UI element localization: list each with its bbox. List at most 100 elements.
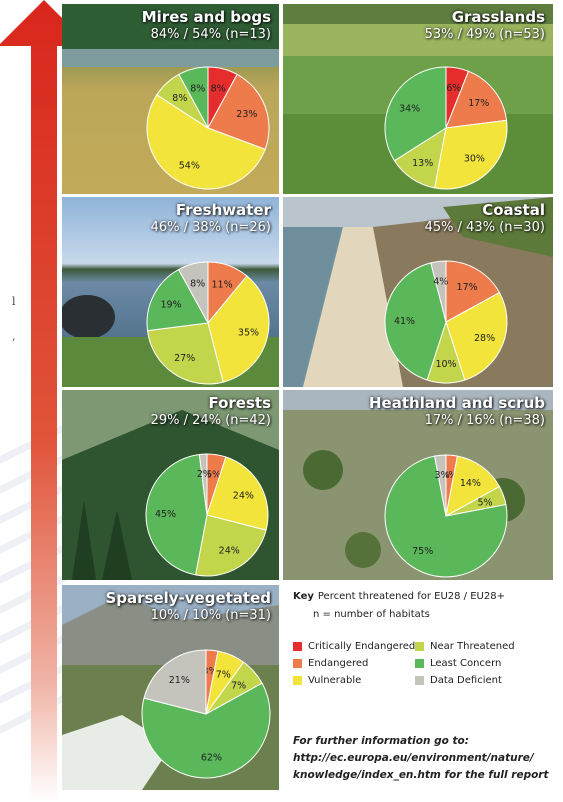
further-info-link[interactable]: http://ec.europa.eu/environment/nature/ bbox=[293, 752, 534, 764]
threat-gradient-arrow bbox=[0, 0, 90, 802]
pie-slice bbox=[146, 322, 224, 385]
legend-label: Least Concern bbox=[430, 658, 502, 669]
pie-slice bbox=[145, 453, 208, 576]
pie-chart-forests: 5% 24% 24% 45% 2% bbox=[145, 453, 269, 577]
pie-data-label: 30% bbox=[464, 154, 485, 165]
legend-swatch bbox=[415, 659, 424, 668]
panel-title: Coastal bbox=[482, 201, 545, 219]
further-info: For further information go to: http://ec… bbox=[293, 733, 553, 784]
pie-slice bbox=[206, 456, 269, 531]
pie-slice bbox=[143, 649, 207, 715]
legend-item: Critically Endangered bbox=[293, 641, 415, 652]
pie-data-label: 2% bbox=[197, 469, 212, 480]
pie-slice bbox=[146, 268, 209, 332]
legend-item: Near Threatened bbox=[415, 641, 515, 652]
legend-swatch bbox=[293, 676, 302, 685]
pie-data-label: 34% bbox=[399, 104, 420, 115]
legend-item: Endangered bbox=[293, 658, 368, 669]
pie-data-label: 45% bbox=[155, 509, 176, 520]
pie-data-label: 8% bbox=[211, 83, 226, 94]
pie-data-label: 75% bbox=[412, 546, 433, 557]
legend-title: Key bbox=[293, 591, 314, 602]
pie-data-label: 35% bbox=[238, 328, 259, 339]
pie-data-label: 13% bbox=[412, 158, 433, 169]
panel-title: Mires and bogs bbox=[141, 8, 271, 26]
pie-slice bbox=[198, 453, 208, 516]
pie-data-label: 3% bbox=[442, 470, 457, 481]
side-text-2: , bbox=[12, 330, 16, 343]
further-info-line: For further information go to: bbox=[293, 735, 469, 747]
pie-slice bbox=[207, 73, 270, 151]
legend-description: Percent threatened for EU28 / EU28+ bbox=[317, 591, 505, 602]
legend-item: Data Deficient bbox=[415, 675, 502, 686]
pie-slice bbox=[178, 66, 209, 129]
pie-data-label: 5% bbox=[477, 497, 492, 508]
pie-chart-grasslands: 6% 17% 30% 13% 34% bbox=[384, 66, 508, 190]
pie-data-label: 10% bbox=[435, 359, 456, 370]
pie-slice bbox=[384, 455, 508, 578]
pie-data-label: 17% bbox=[457, 282, 478, 293]
pie-slice bbox=[445, 455, 501, 517]
further-info-line: knowledge/index_en.htm for the full repo… bbox=[293, 769, 549, 781]
legend-item: Least Concern bbox=[415, 658, 501, 669]
pie-chart-mires: 8%23%54%8%8% bbox=[146, 66, 270, 190]
legend-item: Vulnerable bbox=[293, 675, 361, 686]
panel-stat: 45% / 43% (n=30) bbox=[424, 220, 545, 235]
pie-data-label: 17% bbox=[468, 98, 489, 109]
pie-slice bbox=[194, 514, 267, 577]
panel-sparsely-vegetated: Sparsely-vegetated 10% / 10% (n=31) 3% 7%… bbox=[62, 585, 279, 790]
pie-slice bbox=[177, 261, 209, 324]
panel-title: Forests bbox=[208, 394, 271, 412]
pie-data-label: 8% bbox=[172, 93, 187, 104]
legend-label: Critically Endangered bbox=[308, 641, 416, 652]
panel-coastal: Coastal 45% / 43% (n=30) 17% 28% 10% 41% 4% bbox=[283, 197, 553, 387]
pie-slice bbox=[430, 260, 447, 323]
pie-data-label: 14% bbox=[460, 478, 481, 489]
panel-freshwater: Freshwater 46% / 38% (n=26) 11% 35% 27% 19%… bbox=[62, 197, 279, 387]
pie-data-label: 4% bbox=[433, 276, 448, 287]
legend-label: Near Threatened bbox=[430, 641, 515, 652]
pie-slice bbox=[433, 454, 447, 517]
side-text-1: l bbox=[12, 295, 16, 308]
panel-stat: 46% / 38% (n=26) bbox=[150, 220, 271, 235]
pie-slice bbox=[207, 275, 270, 383]
panel-grasslands: Grasslands 53% / 49% (n=53) 6% 17% 30% 13% 3… bbox=[283, 4, 553, 194]
panel-title: Sparsely-vegetated bbox=[105, 589, 271, 607]
pie-data-label: 21% bbox=[169, 675, 190, 686]
panel-stat: 10% / 10% (n=31) bbox=[150, 608, 271, 623]
pie-data-label: 6% bbox=[446, 83, 461, 94]
pie-slice bbox=[445, 291, 508, 381]
panel-title: Freshwater bbox=[175, 201, 271, 219]
panel-stat: 29% / 24% (n=42) bbox=[150, 413, 271, 428]
pie-chart-sparsely-vegetated: 3%7%7%62%21% bbox=[141, 649, 271, 779]
legend-swatch bbox=[293, 659, 302, 668]
panel-stat: 53% / 49% (n=53) bbox=[424, 27, 545, 42]
legend-label: Vulnerable bbox=[308, 675, 362, 686]
pie-slice bbox=[445, 260, 501, 323]
panel-title: Heathland and scrub bbox=[369, 394, 545, 412]
panel-stat: 17% / 16% (n=38) bbox=[424, 413, 545, 428]
pie-data-label: 41% bbox=[394, 316, 415, 327]
pie-chart-coastal: 17% 28% 10% 41% 4% bbox=[384, 260, 508, 384]
legend-swatch bbox=[415, 642, 424, 651]
legend-n-note: n = number of habitats bbox=[313, 609, 430, 620]
pie-data-label: 7% bbox=[231, 681, 246, 692]
panel-mires-and-bogs: Mires and bogs 84% / 54% (n=13) 8% 23% 54%… bbox=[62, 4, 279, 194]
pie-slice bbox=[445, 70, 508, 129]
pie-data-label: 62% bbox=[201, 753, 222, 764]
pie-data-label: 27% bbox=[174, 353, 195, 364]
legend: Key Percent threatened for EU28 / EU28+ n… bbox=[293, 591, 555, 711]
pie-slice bbox=[433, 119, 508, 190]
pie-data-label: 54% bbox=[179, 161, 200, 172]
pie-slice bbox=[384, 66, 447, 162]
pie-slice bbox=[384, 262, 447, 381]
pie-data-label: 3% bbox=[203, 666, 218, 677]
pie-slice bbox=[141, 682, 271, 779]
legend-header: Key Percent threatened for EU28 / EU28+ bbox=[293, 591, 505, 602]
pie-chart-freshwater: 11% 35% 27% 19% 8% bbox=[146, 261, 270, 385]
pie-data-label: 23% bbox=[236, 109, 257, 120]
legend-label: Endangered bbox=[308, 658, 369, 669]
pie-data-label: 19% bbox=[160, 300, 181, 311]
pie-data-label: 8% bbox=[190, 83, 205, 94]
pie-chart-heathland: 3%14%5%75%3% bbox=[384, 454, 508, 578]
